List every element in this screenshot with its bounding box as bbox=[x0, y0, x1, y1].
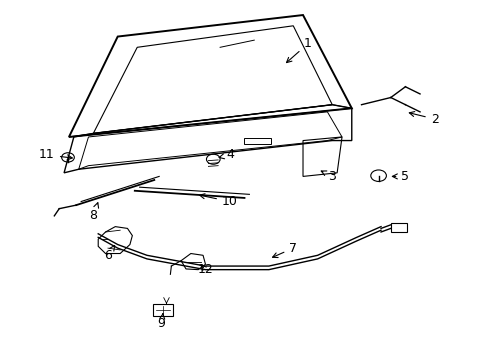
Text: 7: 7 bbox=[272, 242, 297, 257]
Text: 11: 11 bbox=[39, 148, 72, 161]
Text: 5: 5 bbox=[391, 170, 408, 183]
Text: 8: 8 bbox=[89, 203, 99, 222]
Text: 4: 4 bbox=[219, 148, 233, 161]
Text: 9: 9 bbox=[157, 314, 165, 330]
Text: 10: 10 bbox=[199, 194, 237, 208]
Text: 1: 1 bbox=[286, 37, 311, 63]
Bar bbox=[244, 138, 271, 144]
Text: 3: 3 bbox=[321, 170, 336, 183]
Text: 2: 2 bbox=[408, 112, 438, 126]
Text: 12: 12 bbox=[197, 263, 213, 276]
Text: 6: 6 bbox=[104, 246, 114, 262]
